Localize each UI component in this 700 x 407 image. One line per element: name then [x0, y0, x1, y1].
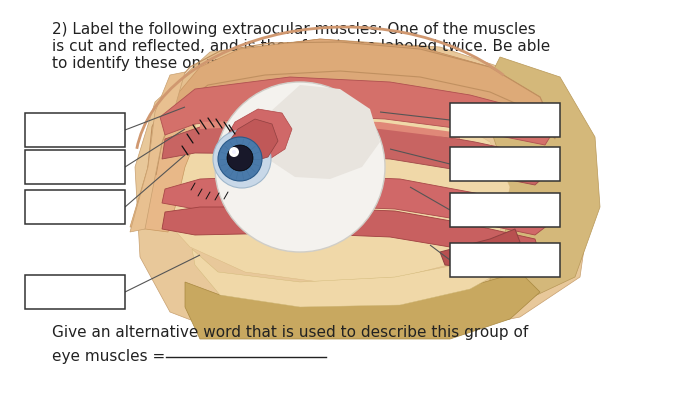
Polygon shape: [148, 42, 555, 175]
Polygon shape: [185, 272, 540, 339]
Text: 2) Label the following extraocular muscles: One of the muscles: 2) Label the following extraocular muscl…: [52, 22, 536, 37]
Polygon shape: [200, 119, 460, 139]
Polygon shape: [480, 57, 600, 317]
Circle shape: [215, 82, 385, 252]
Polygon shape: [130, 72, 185, 232]
Text: to identify these on models in lab.: to identify these on models in lab.: [52, 56, 314, 71]
Ellipse shape: [213, 130, 271, 188]
Text: eye muscles =: eye muscles =: [52, 349, 170, 364]
Polygon shape: [155, 39, 550, 137]
Polygon shape: [192, 249, 510, 307]
Ellipse shape: [218, 137, 262, 181]
Bar: [25, 275, 125, 309]
Circle shape: [232, 150, 236, 154]
Polygon shape: [440, 229, 520, 267]
Bar: [450, 103, 560, 137]
Circle shape: [229, 147, 239, 157]
Polygon shape: [162, 207, 540, 265]
Polygon shape: [130, 107, 195, 232]
Polygon shape: [258, 85, 380, 179]
Bar: [450, 193, 560, 227]
Polygon shape: [145, 97, 510, 282]
Polygon shape: [160, 77, 555, 145]
Circle shape: [227, 145, 253, 171]
Bar: [450, 243, 560, 277]
Polygon shape: [222, 109, 292, 162]
Bar: [25, 150, 125, 184]
Polygon shape: [162, 175, 548, 235]
Polygon shape: [162, 123, 548, 185]
Text: is cut and reflected, and is therefore to be labeled twice. Be able: is cut and reflected, and is therefore t…: [52, 39, 550, 54]
Text: Give an alternative word that is used to describe this group of: Give an alternative word that is used to…: [52, 325, 528, 340]
Polygon shape: [135, 39, 590, 339]
Bar: [25, 190, 125, 224]
Polygon shape: [225, 119, 278, 163]
Bar: [450, 147, 560, 181]
Bar: [25, 113, 125, 147]
